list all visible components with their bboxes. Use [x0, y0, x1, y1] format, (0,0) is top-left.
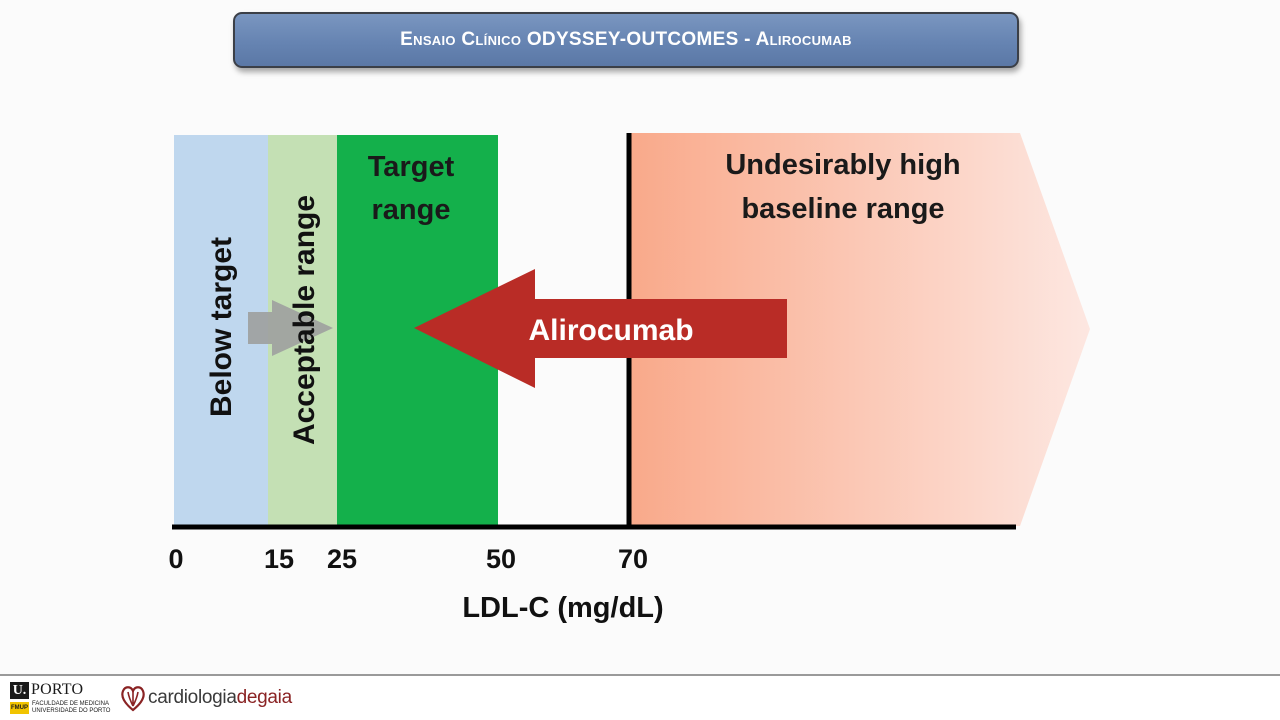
tick-label: 70	[618, 544, 648, 574]
zone-undesirably-high	[629, 133, 1090, 526]
label-target-line2: range	[372, 194, 451, 226]
uporto-logo: U. PORTO FMUP FACULDADE DE MEDICINA UNIV…	[10, 681, 110, 716]
uporto-wordmark: PORTO	[31, 681, 84, 698]
ldl-range-diagram: Below target Acceptable range Target ran…	[168, 133, 1090, 624]
alirocumab-arrow	[414, 269, 787, 388]
alirocumab-label: Alirocumab	[528, 314, 693, 347]
tick-label: 0	[168, 544, 183, 574]
label-target-line1: Target	[368, 151, 455, 183]
label-high-line1: Undesirably high	[725, 149, 960, 181]
fmup-line2: UNIVERSIDADE DO PORTO	[32, 708, 111, 714]
title-banner: Ensaio Clínico ODYSSEY-OUTCOMES - Aliroc…	[233, 12, 1019, 68]
cardio-part1: cardiologia	[148, 687, 237, 708]
label-high-line2: baseline range	[741, 193, 944, 225]
label-acceptable-range: Acceptable range	[288, 195, 321, 445]
tick-label: 50	[486, 544, 516, 574]
tick-label: 25	[327, 544, 357, 574]
cardiologia-wordmark: cardiologiadegaia	[148, 687, 292, 709]
cardio-part2: degaia	[236, 687, 293, 708]
label-below-target: Below target	[205, 237, 238, 417]
heart-emblem-icon	[121, 686, 145, 712]
slide-title: Ensaio Clínico ODYSSEY-OUTCOMES - Aliroc…	[400, 29, 852, 50]
axis-title: LDL-C (mg/dL)	[462, 592, 663, 624]
grey-arrow-icon	[248, 300, 333, 356]
fmup-tag: FMUP	[10, 702, 29, 714]
footer: U. PORTO FMUP FACULDADE DE MEDICINA UNIV…	[0, 674, 1280, 720]
uporto-mark: U.	[10, 682, 29, 699]
cardiologia-de-gaia-logo: cardiologiadegaia	[120, 684, 320, 714]
tick-label: 15	[264, 544, 294, 574]
fmup-line1: FACULDADE DE MEDICINA	[32, 701, 110, 707]
fmup-text: FACULDADE DE MEDICINA UNIVERSIDADE DO PO…	[32, 701, 110, 715]
